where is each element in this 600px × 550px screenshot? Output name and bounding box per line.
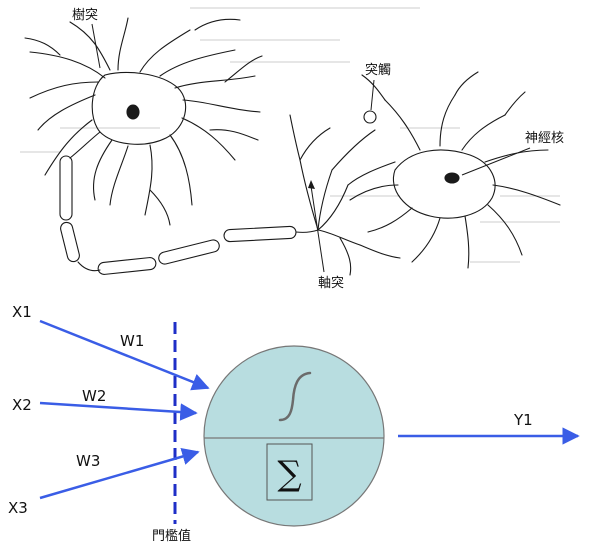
axon-label: 軸突 [318,275,344,291]
scan-bleed-texture [20,7,560,263]
myelin-segment [158,239,220,265]
synapse-leader-line [370,79,375,111]
dendrite-label: 樹突 [72,7,98,23]
neuron-illustration [24,17,561,276]
left-nucleus [126,104,140,120]
neuron-node [203,345,385,527]
input-arrow-x2 [39,401,198,421]
threshold-label: 門檻值 [152,528,191,544]
synapse-label: 突觸 [365,62,391,78]
myelin-segment [97,257,157,275]
myelin-segment [60,221,80,263]
synapse-circle [363,110,377,124]
sigmoid-curve [278,371,312,422]
axon-hillock [69,131,101,159]
nucleus-leader-line [461,147,531,176]
weight-label-w1: W1 [120,332,144,350]
input-label-x1: X1 [12,303,32,321]
input-arrow-x3 [39,448,200,500]
myelin-segment [59,155,73,221]
input-label-x2: X2 [12,396,32,414]
summation-box [266,443,313,501]
right-cell-body [392,149,496,219]
right-nucleus [444,172,460,184]
output-label-y1: Y1 [513,411,533,429]
input-arrow-x1 [39,319,210,391]
myelin-segment [223,225,297,243]
weight-label-w2: W2 [82,387,106,405]
weight-label-w3: W3 [76,452,100,470]
left-cell-body [91,72,187,145]
axon-leader-line [310,185,325,273]
axon-leader-arrowhead [308,180,315,189]
nucleus-label: 神經核 [525,131,564,146]
input-label-x3: X3 [8,499,28,517]
dendrite-leader-line [91,23,101,69]
summation-symbol: ∑ [277,454,301,494]
